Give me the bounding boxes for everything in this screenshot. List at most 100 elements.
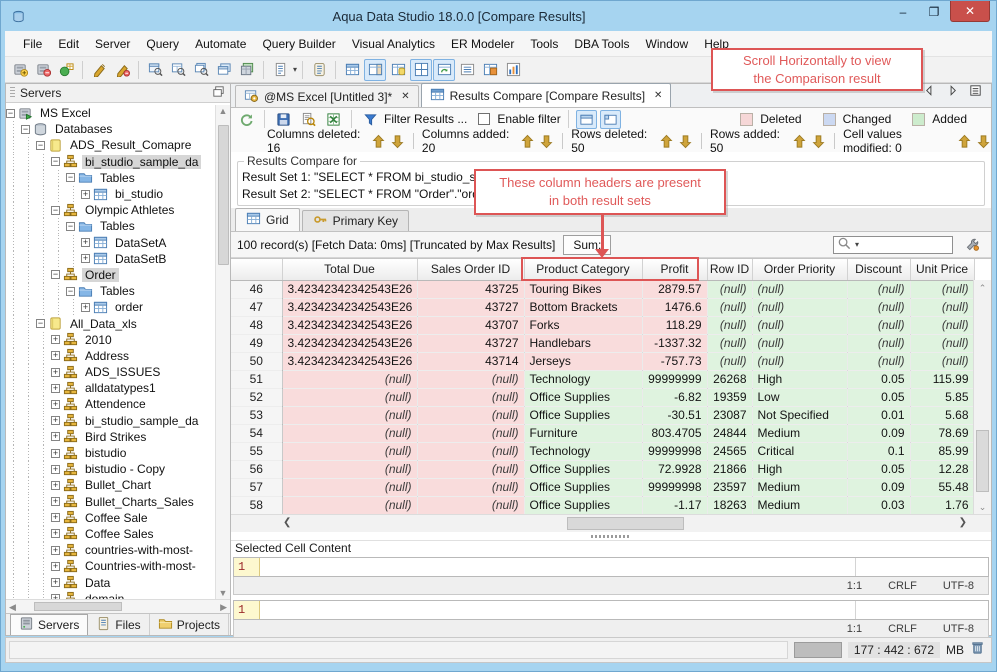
grid-cell[interactable]: 43727 bbox=[417, 334, 525, 353]
list-details-icon[interactable] bbox=[456, 59, 478, 81]
column-header-order-priority[interactable]: Order Priority bbox=[752, 259, 848, 281]
tree-item-all-data-xls[interactable]: − All_Data_xls bbox=[6, 315, 230, 332]
expander-icon[interactable]: + bbox=[51, 528, 60, 539]
tree-item-data[interactable]: + Data bbox=[6, 574, 230, 591]
grid-cell[interactable]: 26268 bbox=[707, 370, 753, 389]
grid-cell[interactable]: (null) bbox=[752, 280, 848, 299]
script-icon[interactable] bbox=[308, 59, 330, 81]
grid-cell[interactable]: 12.28 bbox=[910, 460, 975, 479]
grid-cell[interactable]: (null) bbox=[282, 478, 418, 497]
grid-cell[interactable]: 23087 bbox=[707, 406, 753, 425]
column-header-product-category[interactable]: Product Category bbox=[524, 259, 643, 281]
grid-horizontal-scrollbar[interactable]: ❮ ❯ bbox=[231, 514, 991, 532]
grid-cell[interactable]: (null) bbox=[417, 406, 525, 425]
tab-grid[interactable]: Grid bbox=[235, 208, 300, 231]
grid-cell[interactable]: 5.68 bbox=[910, 406, 975, 425]
tree-item-bistudio[interactable]: + bistudio bbox=[6, 444, 230, 462]
row-number[interactable]: 53 bbox=[231, 406, 283, 425]
grid-cell[interactable]: Medium bbox=[752, 424, 848, 443]
expander-icon[interactable]: + bbox=[51, 512, 60, 523]
cell-content-editor-2[interactable]: 1 bbox=[233, 600, 989, 620]
grid-cell[interactable]: 3.42342342342543E26 bbox=[282, 352, 418, 371]
grid-cell[interactable]: 43727 bbox=[417, 298, 525, 317]
tab-scroll-left-icon[interactable] bbox=[922, 83, 937, 103]
expander-icon[interactable]: + bbox=[51, 496, 60, 507]
grid-cell[interactable]: 3.42342342342543E26 bbox=[282, 316, 418, 335]
menu-automate[interactable]: Automate bbox=[195, 36, 247, 51]
menu-visual-analytics[interactable]: Visual Analytics bbox=[351, 36, 435, 51]
tree-item-olympic-athletes[interactable]: − Olympic Athletes bbox=[6, 202, 230, 219]
grid-cell[interactable]: (null) bbox=[847, 352, 911, 371]
scroll-up-icon[interactable]: ⌃ bbox=[978, 283, 987, 293]
tree-item-tables[interactable]: − Tables bbox=[6, 169, 230, 186]
row-number[interactable]: 51 bbox=[231, 370, 283, 389]
row-number[interactable]: 57 bbox=[231, 478, 283, 497]
unregister-server-icon[interactable] bbox=[32, 59, 54, 81]
tree-item-2010[interactable]: +2010 bbox=[6, 331, 230, 348]
grid-cell[interactable]: Medium bbox=[752, 496, 848, 515]
grid-cell[interactable]: (null) bbox=[707, 334, 753, 353]
column-header-row-id[interactable]: Row ID bbox=[707, 259, 753, 281]
grid-right-panel-icon[interactable] bbox=[364, 58, 387, 81]
grid-refresh-icon[interactable] bbox=[433, 58, 456, 81]
grid-cell[interactable]: -757.73 bbox=[642, 352, 708, 371]
grid-cell[interactable]: 0.1 bbox=[847, 442, 911, 461]
tree-item-bi-studio-sample-da[interactable]: + bi_studio_sample_da bbox=[6, 412, 230, 429]
window-cascade-icon[interactable] bbox=[213, 59, 235, 81]
expander-icon[interactable]: − bbox=[51, 204, 60, 215]
grid-cell[interactable]: 99999998 bbox=[642, 478, 708, 497]
grid-cell[interactable]: (null) bbox=[282, 496, 418, 515]
panel-grip[interactable] bbox=[10, 87, 15, 99]
tree-item-attendence[interactable]: + Attendence bbox=[6, 396, 230, 413]
grid-cell[interactable]: (null) bbox=[417, 424, 525, 443]
grid-cell[interactable]: (null) bbox=[752, 352, 848, 371]
grid-cell[interactable]: 43714 bbox=[417, 352, 525, 371]
grid-cell[interactable]: 85.99 bbox=[910, 442, 975, 461]
grid-cell[interactable]: Furniture bbox=[524, 424, 643, 443]
grid-cell[interactable]: (null) bbox=[282, 460, 418, 479]
grid-cell[interactable]: 3.42342342342543E26 bbox=[282, 298, 418, 317]
print-preview-icon[interactable] bbox=[297, 108, 319, 130]
tree-item-alldatatypes1[interactable]: + alldatatypes1 bbox=[6, 380, 230, 397]
expander-icon[interactable]: − bbox=[66, 220, 75, 231]
connect-server-icon[interactable] bbox=[55, 59, 77, 81]
grid-cell[interactable]: 0.05 bbox=[847, 460, 911, 479]
grid-cell[interactable]: Office Supplies bbox=[524, 496, 643, 515]
cell-content-editor-1[interactable]: 1 bbox=[233, 557, 989, 577]
grid-orange-icon[interactable] bbox=[479, 59, 501, 81]
scroll-up-icon[interactable]: ▲ bbox=[218, 106, 228, 116]
menu-query-builder[interactable]: Query Builder bbox=[262, 36, 336, 51]
tree-item-order[interactable]: + order bbox=[6, 299, 230, 316]
scroll-down-icon[interactable]: ⌄ bbox=[978, 502, 987, 512]
expander-icon[interactable]: + bbox=[51, 431, 60, 442]
query-analyzer-disconnect-icon[interactable] bbox=[111, 59, 133, 81]
grid-cell[interactable]: 0.01 bbox=[847, 406, 911, 425]
tab-primary-key[interactable]: Primary Key bbox=[301, 210, 410, 231]
tree-item-bullet-chart[interactable]: + Bullet_Chart bbox=[6, 477, 230, 494]
dropdown-caret-icon[interactable]: ▾ bbox=[293, 65, 298, 74]
tree-item-domain[interactable]: + domain bbox=[6, 590, 230, 599]
close-tab-icon[interactable]: ✕ bbox=[401, 91, 410, 102]
grid-cell[interactable]: -30.51 bbox=[642, 406, 708, 425]
grid-cell[interactable]: 1.76 bbox=[910, 496, 975, 515]
expander-icon[interactable]: − bbox=[51, 269, 60, 280]
close-tab-icon[interactable]: ✕ bbox=[654, 90, 663, 101]
garbage-collect-icon[interactable] bbox=[970, 640, 985, 660]
grid-cell[interactable]: 0.05 bbox=[847, 388, 911, 407]
expander-icon[interactable]: + bbox=[51, 398, 60, 409]
tree-item-coffee-sales[interactable]: + Coffee Sales bbox=[6, 525, 230, 543]
grid-cell[interactable]: 43725 bbox=[417, 280, 525, 299]
maximize-button[interactable]: ❐ bbox=[928, 4, 940, 19]
grid-cell[interactable]: (null) bbox=[752, 298, 848, 317]
scroll-left-icon[interactable]: ❮ bbox=[283, 517, 292, 528]
grid-cell[interactable]: Office Supplies bbox=[524, 460, 643, 479]
scroll-right-icon[interactable]: ❯ bbox=[958, 517, 967, 528]
grid-cell[interactable]: -6.82 bbox=[642, 388, 708, 407]
grid-search-box[interactable]: ▾ bbox=[833, 235, 953, 254]
tree-item-bi-studio[interactable]: + bi_studio bbox=[6, 185, 230, 203]
grid-cell[interactable]: (null) bbox=[752, 316, 848, 335]
grid-cell[interactable]: (null) bbox=[752, 334, 848, 353]
column-header-total-due[interactable]: Total Due bbox=[282, 259, 418, 281]
expander-icon[interactable]: + bbox=[51, 334, 60, 345]
row-number[interactable]: 50 bbox=[231, 352, 283, 371]
